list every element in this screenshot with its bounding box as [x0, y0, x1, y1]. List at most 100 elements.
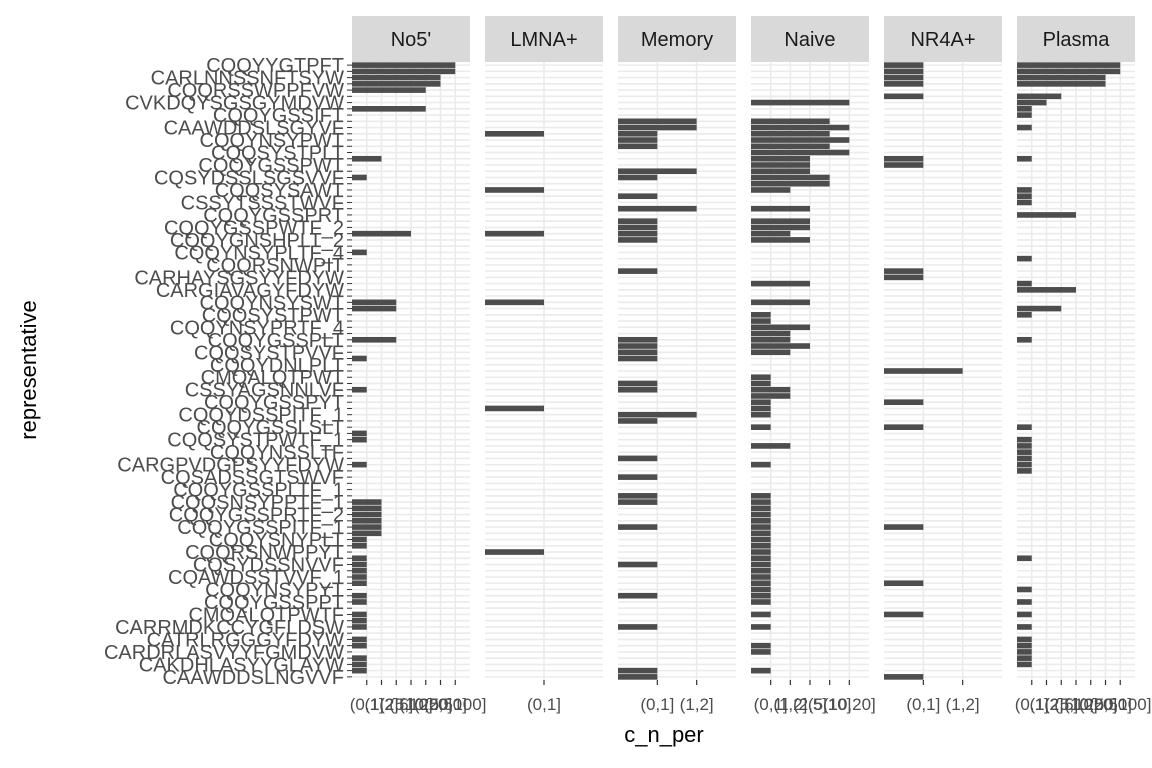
bar [1017, 287, 1076, 293]
y-tick-label: CQQYGSSPWTF_2 [164, 217, 344, 239]
bar [884, 268, 924, 274]
bar [352, 624, 367, 630]
bar [352, 87, 426, 93]
bar [485, 549, 544, 555]
y-tick-label: CARHAYSGSYYFDYW [134, 267, 344, 289]
x-axis-title: c_n_per [624, 722, 704, 747]
y-tick-label: CATRLRGGGYFDYW [147, 629, 345, 651]
bar [751, 168, 810, 175]
bar [618, 411, 697, 418]
x-tick-label: (2,5] [379, 695, 413, 714]
facet-strip-label: Plasma [1043, 29, 1111, 51]
bar [618, 174, 658, 181]
y-tick-label: CQQYSNYPLT [209, 530, 344, 552]
bar [751, 518, 771, 524]
bar [618, 418, 658, 424]
bar [1017, 455, 1032, 462]
bar [884, 674, 924, 680]
bar [751, 524, 771, 530]
bar [618, 124, 697, 131]
bar [884, 74, 924, 81]
bar [618, 474, 658, 480]
bar [751, 137, 850, 143]
bar [352, 580, 367, 587]
bar [751, 336, 791, 343]
x-tick-label: (5,10] [1054, 695, 1097, 714]
bar [618, 561, 658, 568]
bar [751, 461, 771, 468]
bar [618, 592, 658, 599]
bar [751, 561, 771, 568]
bar [751, 143, 830, 150]
y-axis-title: representative [16, 300, 41, 439]
bar [618, 624, 658, 630]
bar [751, 386, 791, 393]
bar [884, 274, 924, 281]
x-tick-label: (0,1] [906, 695, 940, 714]
bar [751, 180, 830, 187]
bar [352, 499, 382, 505]
bar [751, 324, 810, 331]
bar [485, 187, 544, 193]
bar [1017, 112, 1032, 118]
bar [1017, 636, 1032, 643]
bar [618, 118, 697, 125]
bar [751, 149, 850, 156]
bar [1017, 655, 1032, 661]
y-tick-label: CMQALQTPWTF [188, 604, 344, 626]
facet-strip-label: Memory [641, 29, 713, 51]
bar [1017, 443, 1032, 449]
bar [1017, 93, 1062, 100]
bar [1017, 81, 1106, 87]
bar [352, 599, 367, 605]
bar [485, 130, 544, 137]
y-tick-label: CMQALQTPWT [201, 367, 344, 389]
y-tick-label: CQQRSNWPIT [206, 255, 344, 277]
bar [751, 599, 771, 605]
y-tick-label: CQQYGSSPITF_1 [177, 517, 344, 539]
bar [751, 99, 850, 106]
y-tick-label: CARGIAVAGYFDYW [156, 280, 344, 302]
bar [1017, 155, 1032, 162]
bar [751, 667, 771, 674]
bar [352, 617, 367, 624]
bar [751, 374, 771, 381]
bar [352, 636, 367, 643]
y-tick-label: CARLNNSSNFTSYW [151, 68, 344, 90]
bar [352, 305, 397, 312]
y-tick-label: CQQYNSYPYT [205, 579, 344, 601]
bar [352, 542, 367, 549]
y-tick-label: CQQYGSSPLTF_1 [173, 480, 344, 502]
bar [1017, 449, 1032, 455]
bar [352, 74, 441, 81]
y-tick-label: CSSYTSSSTWVF [181, 192, 344, 214]
bar [751, 280, 810, 287]
bar [618, 143, 658, 150]
bar [751, 530, 771, 537]
x-tick-label: (50,100] [1089, 695, 1151, 714]
bar [884, 424, 924, 430]
bar [352, 174, 367, 181]
bar [618, 380, 658, 387]
bar [751, 443, 791, 449]
bar [352, 518, 382, 524]
x-tick-label: (0,1] [527, 695, 561, 714]
bar [352, 667, 367, 674]
bar [751, 411, 771, 418]
bar [1017, 212, 1076, 218]
bar [1017, 624, 1032, 630]
bar [1017, 280, 1032, 287]
bar [751, 624, 771, 630]
bar [751, 162, 810, 168]
x-tick-label: (5,10] [389, 695, 432, 714]
facet-strip [751, 16, 869, 62]
bar [751, 187, 791, 193]
bar [352, 68, 456, 75]
bar [352, 561, 367, 568]
bar [618, 130, 658, 137]
bar [618, 205, 697, 212]
y-tick-label: CQQYNSYPWT [200, 130, 344, 152]
bar [618, 499, 658, 505]
bar [1017, 424, 1032, 430]
x-tick-label: (0,1] [640, 695, 674, 714]
